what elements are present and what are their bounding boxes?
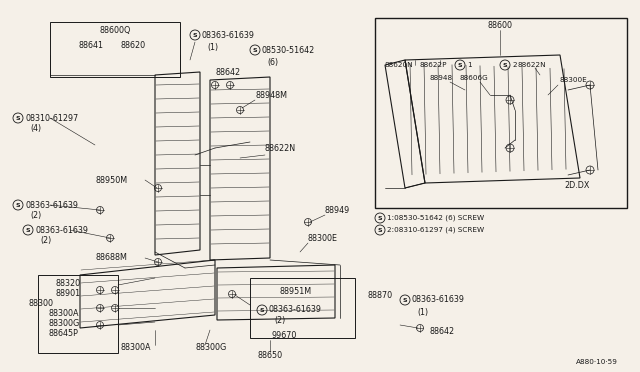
Text: 88300A: 88300A: [120, 343, 150, 353]
Text: S: S: [403, 298, 407, 302]
Text: 88642: 88642: [215, 67, 240, 77]
Text: 08530-51642: 08530-51642: [262, 45, 316, 55]
Text: S: S: [193, 32, 197, 38]
Text: 88650: 88650: [257, 352, 283, 360]
Text: (2): (2): [274, 315, 285, 324]
Text: (6): (6): [267, 58, 278, 67]
Text: 88620N: 88620N: [385, 62, 413, 68]
Text: 88949: 88949: [325, 205, 350, 215]
Text: 88300E: 88300E: [308, 234, 338, 243]
Text: 88600Q: 88600Q: [99, 26, 131, 35]
Text: A880·10·59: A880·10·59: [576, 359, 618, 365]
Text: 08363-61639: 08363-61639: [202, 31, 255, 39]
Text: 88950M: 88950M: [95, 176, 127, 185]
Bar: [50, 22, 180, 77]
Text: (2): (2): [30, 211, 41, 219]
Text: 99670: 99670: [272, 330, 298, 340]
Text: 88300: 88300: [28, 299, 53, 308]
Text: 2:08310-61297 (4) SCREW: 2:08310-61297 (4) SCREW: [387, 227, 484, 233]
Text: S: S: [502, 62, 508, 67]
Text: S: S: [458, 62, 462, 67]
Text: 1: 1: [467, 62, 472, 68]
Text: 88645P: 88645P: [48, 328, 78, 337]
Bar: [250, 278, 355, 338]
Text: (1): (1): [417, 308, 428, 317]
Text: 88870: 88870: [368, 291, 393, 299]
Text: S: S: [26, 228, 30, 232]
Text: 2D.DX: 2D.DX: [564, 180, 590, 189]
Text: 08310-61297: 08310-61297: [25, 113, 78, 122]
Text: 88606G: 88606G: [460, 75, 489, 81]
Text: (4): (4): [30, 124, 41, 132]
Text: 88620: 88620: [120, 41, 145, 49]
Text: 88642: 88642: [430, 327, 455, 337]
Bar: [38, 275, 118, 353]
Text: (1): (1): [207, 42, 218, 51]
Text: 88951M: 88951M: [280, 288, 312, 296]
Text: 08363-61639: 08363-61639: [35, 225, 88, 234]
Text: 88622N: 88622N: [265, 144, 296, 153]
Text: S: S: [378, 228, 382, 232]
Text: S: S: [253, 48, 257, 52]
Text: 88600: 88600: [488, 20, 513, 29]
Text: 88300E: 88300E: [560, 77, 588, 83]
Bar: [375, 18, 627, 208]
Text: S: S: [16, 202, 20, 208]
Text: 88300A: 88300A: [48, 308, 79, 317]
Text: S: S: [260, 308, 264, 312]
Text: S: S: [16, 115, 20, 121]
Text: 88622P: 88622P: [420, 62, 447, 68]
Text: 2: 2: [512, 62, 516, 68]
Text: S: S: [378, 215, 382, 221]
Text: 88948M: 88948M: [255, 90, 287, 99]
Text: 1:08530-51642 (6) SCREW: 1:08530-51642 (6) SCREW: [387, 215, 484, 221]
Text: 88622N: 88622N: [518, 62, 547, 68]
Text: 88948: 88948: [430, 75, 453, 81]
Text: 08363-61639: 08363-61639: [269, 305, 322, 314]
Text: 88901: 88901: [55, 289, 80, 298]
Text: 88641: 88641: [78, 41, 103, 49]
Text: 08363-61639: 08363-61639: [412, 295, 465, 305]
Text: (2): (2): [40, 235, 51, 244]
Text: 08363-61639: 08363-61639: [25, 201, 78, 209]
Text: 88320: 88320: [55, 279, 80, 288]
Text: 88300G: 88300G: [48, 318, 79, 327]
Text: 88300G: 88300G: [195, 343, 227, 353]
Text: 88688M: 88688M: [95, 253, 127, 263]
